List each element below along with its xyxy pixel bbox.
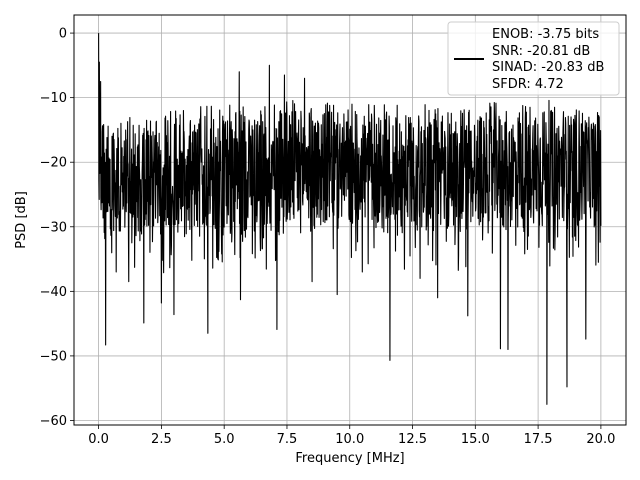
y-tick-label: −60 <box>40 414 67 429</box>
y-tick-label: −30 <box>40 220 67 235</box>
x-axis-label: Frequency [MHz] <box>295 451 404 466</box>
legend-enob: ENOB: -3.75 bits <box>492 27 599 42</box>
x-tick-label: 2.5 <box>151 432 172 447</box>
psd-trace <box>98 33 602 405</box>
y-axis-label: PSD [dB] <box>14 191 29 249</box>
legend-sfdr: SFDR: 4.72 <box>492 77 564 92</box>
y-tick-label: −40 <box>40 285 67 300</box>
x-tick-label: 12.5 <box>398 432 427 447</box>
y-axis-ticks: 0 −10 −20 −30 −40 −50 −60 <box>40 27 74 429</box>
x-axis-ticks: 0.0 2.5 5.0 7.5 10.0 12.5 15.0 17.5 20.0 <box>88 425 615 447</box>
x-tick-label: 7.5 <box>277 432 298 447</box>
x-tick-label: 17.5 <box>524 432 553 447</box>
legend: ENOB: -3.75 bits SNR: -20.81 dB SINAD: -… <box>447 21 620 96</box>
legend-snr: SNR: -20.81 dB <box>492 44 590 59</box>
x-tick-label: 20.0 <box>586 432 615 447</box>
x-tick-label: 5.0 <box>214 432 235 447</box>
legend-sinad: SINAD: -20.83 dB <box>492 60 604 75</box>
x-tick-label: 15.0 <box>461 432 490 447</box>
y-tick-label: 0 <box>59 27 67 42</box>
legend-box <box>447 21 620 96</box>
y-tick-label: −20 <box>40 156 67 171</box>
x-tick-label: 0.0 <box>88 432 109 447</box>
y-tick-label: −10 <box>40 91 67 106</box>
x-tick-label: 10.0 <box>335 432 364 447</box>
y-tick-label: −50 <box>40 349 67 364</box>
